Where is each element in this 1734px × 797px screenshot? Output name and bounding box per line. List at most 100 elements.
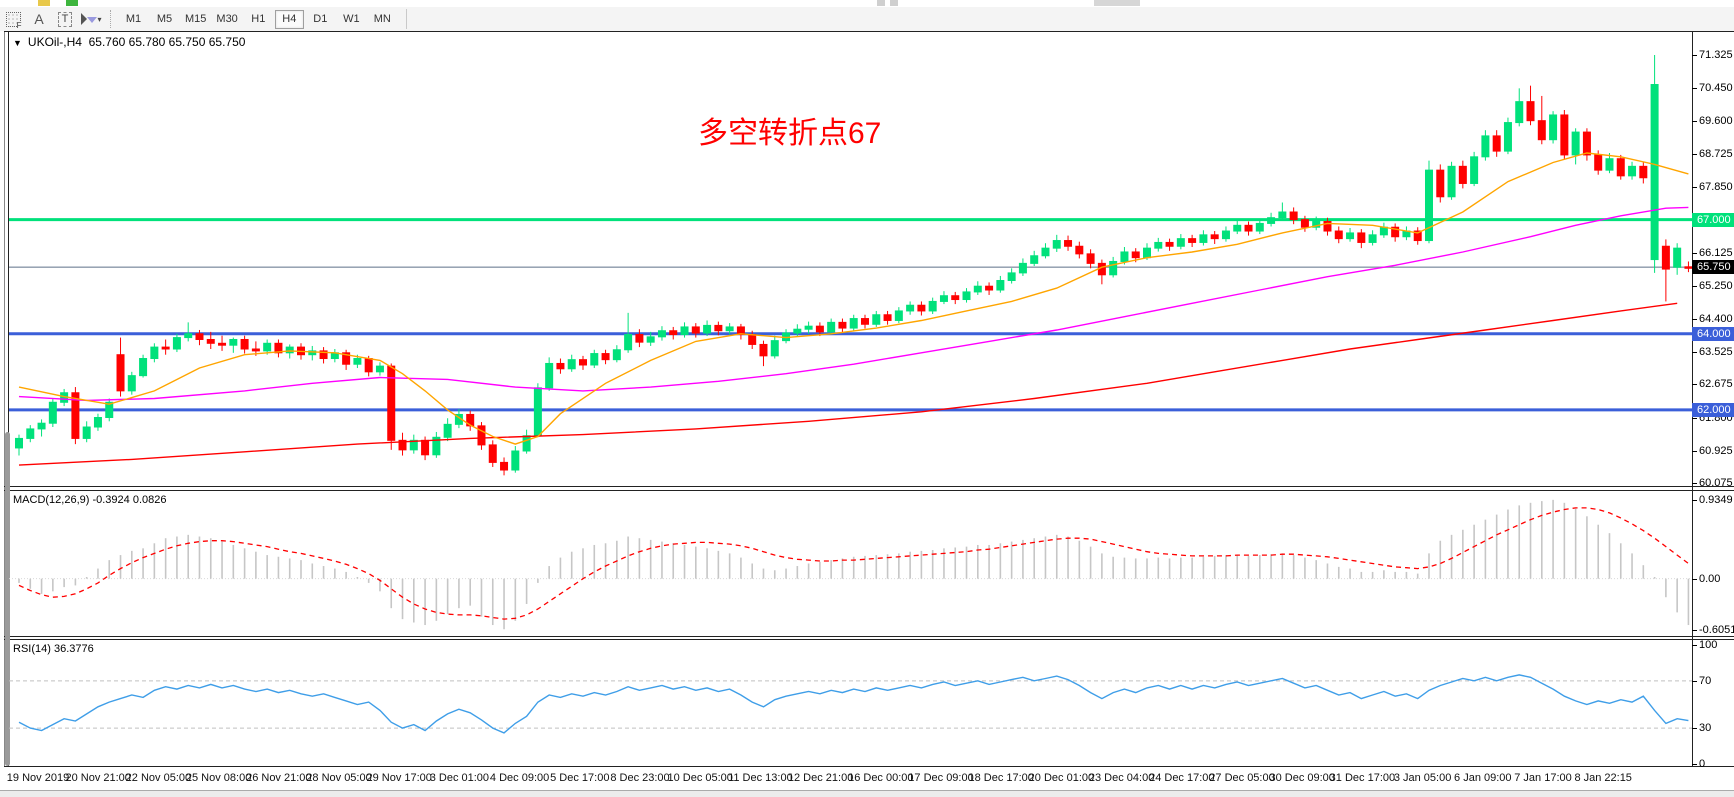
arrow-objects-icon[interactable]: ▾: [78, 9, 104, 29]
time-label: 10 Dec 05:00: [667, 772, 733, 784]
legend-dropdown-icon[interactable]: ▼: [13, 38, 22, 48]
price-label-66.125: 66.125: [1699, 246, 1733, 259]
axis-tick: [1692, 578, 1697, 580]
axis-tick: [1692, 318, 1697, 320]
time-label: 20 Dec 01:00: [1028, 772, 1095, 784]
time-label: 18 Dec 17:00: [968, 772, 1034, 784]
time-label: 8 Jan 22:15: [1574, 772, 1632, 784]
axis-tick: [1692, 680, 1697, 682]
axis-tick: [1692, 645, 1697, 647]
axis-tick: [1692, 629, 1697, 631]
price-badge-65.750: 65.750: [1692, 260, 1734, 275]
timeframe-button-m15[interactable]: M15: [185, 12, 207, 25]
time-label: 11 Dec 13:00: [728, 772, 793, 784]
timeframe-button-w1[interactable]: W1: [343, 12, 360, 25]
candlestick-svg: [9, 55, 1692, 476]
ma-fast-orange: [18, 152, 1689, 445]
time-label: 29 Nov 17:00: [366, 772, 432, 784]
timeframe-button-m5[interactable]: M5: [156, 12, 173, 25]
macd-indicator-label: MACD(12,26,9) -0.3924 0.0826: [13, 494, 167, 506]
left-scrollbar-thumb[interactable]: [5, 432, 10, 766]
window-border-left-outer: [4, 31, 5, 790]
price-label-67.850: 67.850: [1699, 181, 1733, 194]
macd-panel-bottom-border: [4, 636, 1734, 637]
toolbar-separator: [110, 10, 112, 28]
timeframe-button-m30[interactable]: M30: [216, 12, 238, 25]
chart-annotation-text: 多空转折点67: [698, 117, 882, 150]
time-label: 24 Dec 17:00: [1149, 772, 1215, 784]
ma-slow-red: [18, 302, 1678, 466]
axis-tick: [1692, 120, 1697, 122]
rsi-axis-label-0: 0: [1699, 757, 1706, 770]
axis-tick: [1692, 417, 1697, 419]
axis-tick: [1692, 499, 1697, 501]
ma-mid-magenta: [18, 206, 1689, 402]
text-tool-icon[interactable]: T: [52, 9, 78, 29]
time-label: 22 Nov 05:00: [125, 772, 192, 784]
price-label-71.325: 71.325: [1699, 49, 1733, 62]
rsi-axis: 100 70 30 0: [1692, 639, 1734, 770]
toolbar-separator-2: [405, 9, 408, 29]
clipped-icon-gray-2: [890, 0, 898, 6]
time-label: 20 Nov 21:00: [65, 772, 131, 784]
crosshair-grid-icon[interactable]: F: [0, 9, 26, 30]
rsi-line: [18, 674, 1689, 734]
time-label: 3 Dec 01:00: [429, 772, 490, 784]
window-border-top: [4, 31, 1734, 32]
time-label: 16 Dec 00:00: [848, 772, 914, 784]
toolbar: F A T ▾ M1 M5 M15 M30 H1 H4 D1 W1 MN: [0, 7, 1734, 31]
timeframe-button-h4[interactable]: H4: [274, 9, 304, 29]
macd-signal-line: [18, 507, 1689, 620]
time-label: 8 Dec 23:00: [610, 772, 670, 784]
timeframe-buttons: M1 M5 M15 M30 H1 H4 D1 W1 MN: [118, 9, 398, 29]
main-panel-bottom-border: [4, 486, 1734, 487]
price-label-68.725: 68.725: [1699, 147, 1733, 160]
font-a-icon[interactable]: A: [34, 11, 44, 27]
macd-axis: 0.9349 0.00 -0.6051: [1692, 490, 1734, 636]
axis-tick: [1692, 88, 1697, 90]
rsi-axis-label-70: 70: [1699, 674, 1712, 687]
price-badge-67.000: 67.000: [1692, 212, 1734, 227]
time-axis: 19 Nov 2019 20 Nov 21:00 22 Nov 05:00 25 No…: [0, 767, 1734, 790]
legend-symbol: UKOil-,H4: [27, 35, 82, 49]
rsi-chart-canvas[interactable]: [9, 640, 1692, 766]
macd-panel-top-border: [4, 490, 1734, 491]
axis-tick: [1692, 450, 1697, 452]
price-axis: 71.325 70.450 69.600 68.725 67.850 66.125 65.2…: [1692, 31, 1734, 490]
price-label-70.450: 70.450: [1699, 82, 1733, 95]
timeframe-button-h1[interactable]: H1: [251, 12, 266, 25]
price-badge-64.000: 64.000: [1692, 326, 1734, 341]
window-border-left: [8, 31, 9, 766]
macd-svg: [9, 499, 1692, 630]
macd-axis-label--0.6051: -0.6051: [1699, 623, 1734, 636]
rsi-panel-top-border: [4, 639, 1734, 640]
axis-tick: [1692, 187, 1697, 189]
main-chart-canvas[interactable]: [9, 32, 1692, 486]
legend-ohlc: 65.760 65.780 65.750 65.750: [88, 35, 246, 49]
timeframe-button-d1[interactable]: D1: [313, 12, 328, 25]
time-label: 30 Dec 09:00: [1269, 772, 1335, 784]
time-label: 23 Dec 04:00: [1088, 772, 1155, 784]
macd-histogram-layer: [18, 499, 1690, 630]
price-label-60.075: 60.075: [1699, 477, 1733, 490]
axis-tick: [1692, 153, 1697, 155]
time-label: 7 Jan 17:00: [1514, 772, 1572, 784]
axis-tick: [1692, 351, 1697, 353]
timeframe-button-mn[interactable]: MN: [373, 12, 391, 25]
price-badge-62.000: 62.000: [1692, 402, 1734, 417]
timeframe-button-m1[interactable]: M1: [125, 12, 142, 25]
price-label-63.525: 63.525: [1699, 345, 1733, 358]
dropdown-caret-icon[interactable]: ▾: [97, 14, 102, 24]
axis-tick: [1692, 728, 1697, 730]
time-label: 28 Nov 05:00: [306, 772, 372, 784]
rsi-axis-label-30: 30: [1699, 722, 1712, 735]
rsi-axis-label-100: 100: [1699, 639, 1718, 652]
window-bottom-strip: [0, 790, 1734, 797]
time-label: 17 Dec 09:00: [908, 772, 974, 784]
axis-tick: [1692, 55, 1697, 57]
time-label: 12 Dec 21:00: [787, 772, 854, 784]
macd-chart-canvas[interactable]: [9, 491, 1692, 636]
price-label-65.250: 65.250: [1699, 280, 1733, 293]
price-label-64.400: 64.400: [1699, 312, 1733, 325]
